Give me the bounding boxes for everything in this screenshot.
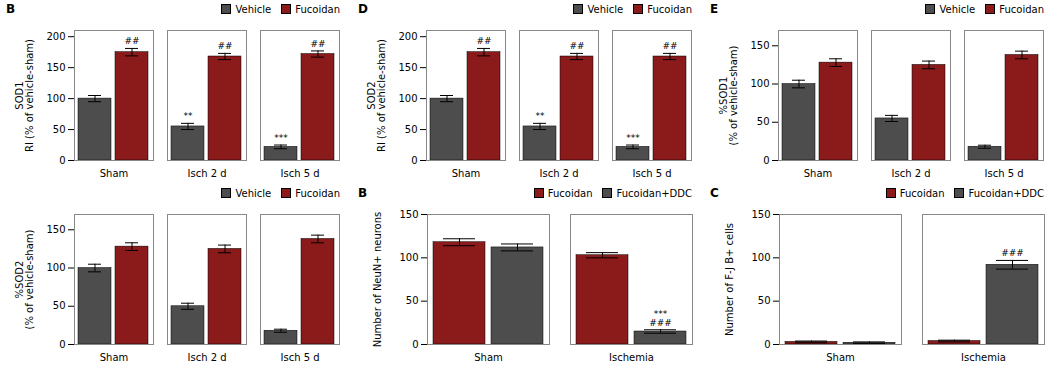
svg-text:Isch 5 d: Isch 5 d [984,168,1023,179]
svg-text:##: ## [217,41,232,51]
html-text:Vehicle: Vehicle [235,187,272,199]
svg-text:%SOD2(% of vehicle-sham): %SOD2(% of vehicle-sham) [14,229,35,329]
svg-text:150: 150 [398,62,417,73]
svg-text:200: 200 [398,31,417,42]
svg-text:100: 100 [750,78,769,89]
svg-text:Sham: Sham [100,168,129,179]
svg-text:100: 100 [46,93,65,104]
svg-text:50: 50 [53,300,66,311]
svg-text:150: 150 [46,224,65,235]
svg-text:Isch 2 d: Isch 2 d [187,168,226,179]
svg-text:100: 100 [399,252,418,263]
svg-text:0: 0 [764,339,770,350]
svg-text:***: *** [626,133,640,143]
svg-text:0: 0 [412,339,418,350]
html-text:Vehicle: Vehicle [587,3,624,15]
svg-text:***: *** [274,133,288,143]
html-text:Fucoidan+DDC: Fucoidan+DDC [968,187,1044,199]
svg-text:150: 150 [399,209,418,220]
svg-text:Number of NeuN+ neurons: Number of NeuN+ neurons [372,212,383,348]
svg-text:**: ** [536,111,546,121]
svg-text:0: 0 [763,155,769,166]
svg-text:Isch 5 d: Isch 5 d [280,352,319,363]
svg-text:Isch 5 d: Isch 5 d [280,168,319,179]
html-text:Fucoidan+DDC: Fucoidan+DDC [616,187,692,199]
svg-text:50: 50 [406,295,419,306]
svg-text:Ischemia: Ischemia [609,352,654,363]
svg-text:##: ## [569,41,584,51]
svg-text:Sham: Sham [100,352,129,363]
svg-text:Number of F-J B+ cells: Number of F-J B+ cells [724,223,735,336]
html-text:D: D [358,2,368,16]
html-text:Vehicle: Vehicle [235,3,272,15]
html-text:B: B [6,2,16,16]
svg-text:Sham: Sham [474,352,503,363]
svg-text:100: 100 [46,262,65,273]
svg-text:Ischemia: Ischemia [961,352,1006,363]
svg-text:SOD1RI (% of vehicle-sham): SOD1RI (% of vehicle-sham) [14,39,35,152]
svg-text:0: 0 [59,339,65,350]
svg-text:Isch 5 d: Isch 5 d [632,168,671,179]
svg-text:150: 150 [751,209,770,220]
svg-text:Sham: Sham [804,168,833,179]
svg-text:SOD2RI (% of vehicle-sham): SOD2RI (% of vehicle-sham) [366,39,387,152]
html-text:Vehicle: Vehicle [939,3,976,15]
svg-text:50: 50 [53,124,66,135]
html-text:Fucoidan: Fucoidan [295,3,340,15]
svg-text:200: 200 [46,31,65,42]
svg-text:##: ## [476,36,491,46]
html-text:C: C [710,186,719,200]
svg-text:%SOD1(% of vehicle-sham): %SOD1(% of vehicle-sham) [718,45,739,145]
svg-text:##: ## [662,41,677,51]
svg-text:**: ** [184,111,194,121]
svg-text:Sham: Sham [452,168,481,179]
svg-text:Sham: Sham [826,352,855,363]
svg-text:150: 150 [46,62,65,73]
svg-text:100: 100 [751,252,770,263]
html-text:B: B [358,186,368,200]
html-text:Fucoidan: Fucoidan [295,187,340,199]
svg-text:***###: ***### [649,309,672,328]
svg-text:50: 50 [757,116,770,127]
svg-text:50: 50 [405,124,418,135]
svg-text:0: 0 [59,155,65,166]
html-text:Fucoidan: Fucoidan [547,187,593,199]
svg-text:###: ### [1001,248,1024,258]
html-text:Fucoidan: Fucoidan [647,3,692,15]
html-text:E: E [710,2,719,16]
html-text:Fucoidan: Fucoidan [899,187,945,199]
svg-text:50: 50 [758,295,771,306]
svg-text:0: 0 [411,155,417,166]
svg-text:##: ## [310,39,325,49]
svg-text:Isch 2 d: Isch 2 d [891,168,930,179]
svg-text:##: ## [124,36,139,46]
svg-text:100: 100 [398,93,417,104]
svg-text:Isch 2 d: Isch 2 d [187,352,226,363]
html-text:Fucoidan: Fucoidan [999,3,1044,15]
svg-text:150: 150 [750,40,769,51]
svg-text:Isch 2 d: Isch 2 d [539,168,578,179]
